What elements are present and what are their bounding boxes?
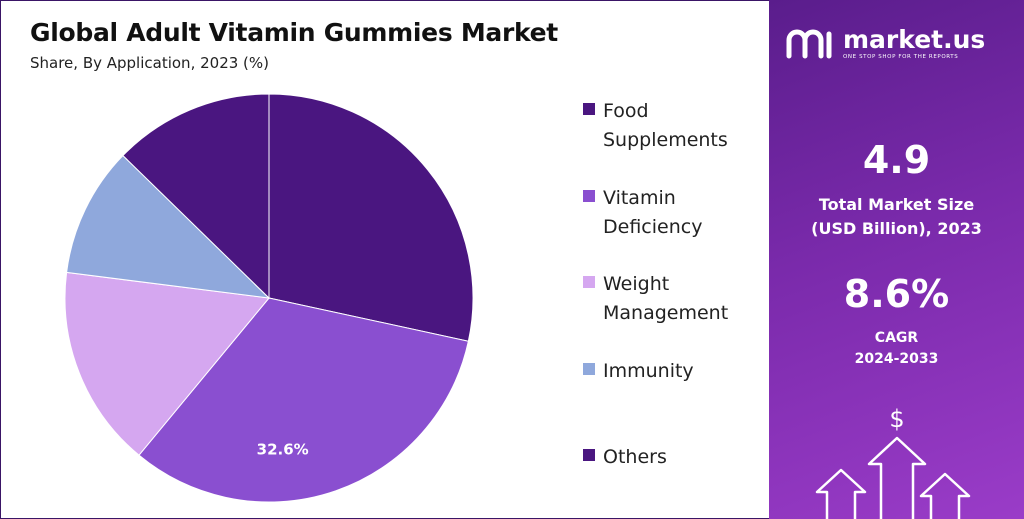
dollar-sign-icon: $ [889,405,904,433]
legend-label: Others [603,446,667,468]
legend-swatch [583,190,595,202]
market-size-value: 4.9 [862,138,931,182]
pie-slice-weight-management [64,271,270,456]
cagr-label-line2: 2024-2033 [854,351,939,367]
pie-slice-food-supplements [268,93,474,342]
legend-item-vitamin-deficiency: Vitamin Deficiency [583,184,753,242]
legend-label: Weight Management [603,273,729,324]
market-us-logo-icon [786,29,832,59]
legend-swatch [583,276,595,288]
pie-slice-others [122,93,270,300]
legend-swatch [583,103,595,115]
pie-data-labels: 32.6% [257,440,309,458]
pie-slice-immunity [66,154,271,299]
legend-swatch [583,363,595,375]
legend-item-weight-management: Weight Management [583,270,753,328]
market-size-label-line1: Total Market Size [818,195,975,214]
summary-panel: market.us ONE STOP SHOP FOR THE REPORTS … [769,0,1024,519]
legend-swatch [583,449,595,461]
market-size-label: Total Market Size (USD Billion), 2023 [769,193,1024,241]
cagr-label-line1: CAGR [874,330,919,346]
brand[interactable]: market.us ONE STOP SHOP FOR THE REPORTS [785,26,985,62]
brand-name: market.us [843,25,986,54]
pie-slice-vitamin-deficiency [138,297,469,503]
cagr-label: CAGR 2024-2033 [769,328,1024,370]
market-size-label-line2: (USD Billion), 2023 [811,219,982,238]
chart-title: Global Adult Vitamin Gummies Market [30,18,558,47]
brand-tagline: ONE STOP SHOP FOR THE REPORTS [843,54,959,60]
legend: Food Supplements Vitamin Deficiency Weig… [583,0,773,519]
growth-arrows-icon: $ [815,405,971,519]
pie-slices [64,93,474,503]
legend-label: Immunity [603,360,694,382]
pie-data-label: 32.6% [257,440,309,458]
chart-subtitle: Share, By Application, 2023 (%) [30,54,270,72]
legend-label: Vitamin Deficiency [603,187,703,238]
legend-label: Food Supplements [603,100,728,151]
legend-item-immunity: Immunity [583,357,753,386]
legend-item-others: Others [583,443,753,472]
cagr-value: 8.6% [843,272,950,316]
legend-item-food-supplements: Food Supplements [583,97,753,155]
